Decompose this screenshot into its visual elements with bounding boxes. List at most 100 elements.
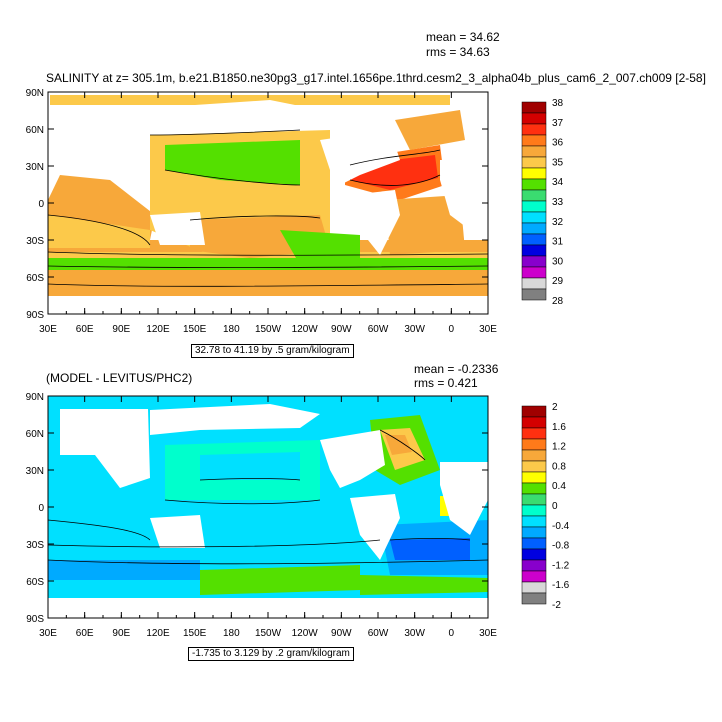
panel1-title: SALINITY at z= 305.1m, b.e21.B1850.ne30p… xyxy=(46,71,706,85)
y-tick-label: 0 xyxy=(38,503,44,514)
panel1-contours xyxy=(47,129,489,287)
x-tick-label: 60E xyxy=(76,628,94,639)
y-tick-label: 90N xyxy=(26,88,44,99)
x-tick-label: 30W xyxy=(404,628,425,639)
colorbar-swatch xyxy=(521,482,547,495)
land-asia-2 xyxy=(150,404,320,435)
y-tick-label: 30S xyxy=(26,236,44,247)
x-tick-label: 120W xyxy=(292,324,319,335)
colorbar-swatch xyxy=(521,548,547,561)
x-tick-label: 0 xyxy=(449,628,455,639)
panel2-field xyxy=(47,396,489,618)
colorbar-label: -1.2 xyxy=(552,560,570,571)
x-tick-label: 30E xyxy=(479,324,497,335)
north-pacific-fresh xyxy=(165,140,300,185)
colorbar-label: 28 xyxy=(552,296,564,307)
southern-ocean-diff xyxy=(200,565,360,595)
colorbar-swatch xyxy=(521,581,547,594)
colorbar-swatch xyxy=(521,526,547,539)
land-south-america xyxy=(350,190,400,255)
colorbar-swatch xyxy=(521,592,547,605)
x-tick-label: 60E xyxy=(76,324,94,335)
arctic-band xyxy=(50,95,450,105)
colorbar-label: 37 xyxy=(552,118,564,129)
colorbar-label: 32 xyxy=(552,217,564,228)
colorbar-swatch xyxy=(521,570,547,583)
colorbar-swatch xyxy=(521,427,547,440)
colorbar-swatch xyxy=(521,537,547,550)
y-tick-label: 60N xyxy=(26,429,44,440)
land-africa xyxy=(440,160,488,230)
colorbar-swatch xyxy=(521,405,547,418)
panel1-ticks xyxy=(47,91,489,315)
colorbar-label: 0.8 xyxy=(552,461,566,472)
colorbar-label: -2 xyxy=(552,600,561,611)
colorbar-label: 1.6 xyxy=(552,422,566,433)
x-tick-label: 90W xyxy=(331,628,352,639)
x-tick-label: 150E xyxy=(183,628,207,639)
colorbar-swatch xyxy=(521,504,547,517)
y-tick-label: 30N xyxy=(26,466,44,477)
x-tick-label: 60W xyxy=(368,324,389,335)
x-tick-label: 120E xyxy=(146,628,170,639)
land-africa-2 xyxy=(440,462,488,535)
colorbar-label: 0 xyxy=(552,501,558,512)
colorbar-label: 36 xyxy=(552,138,564,149)
panel2-colorbar: 2 1.6 1.2 0.8 0.4 0 -0.4 -0.8 -1.2 -1.6 -2 xyxy=(521,402,570,611)
land-eurasia-2 xyxy=(60,409,150,488)
panel2-mean: mean = -0.2336 xyxy=(414,362,499,376)
x-tick-label: 150E xyxy=(183,324,207,335)
x-tick-label: 120W xyxy=(292,628,319,639)
panel1-info-box: 32.78 to 41.19 by .5 gram/kilogram xyxy=(191,344,354,358)
panel2-ticks xyxy=(47,395,489,619)
land-asia xyxy=(150,100,320,130)
x-tick-label: 30E xyxy=(39,628,57,639)
land-north-america-2 xyxy=(320,430,385,488)
south-atlantic xyxy=(385,195,465,255)
colorbar-label: -0.8 xyxy=(552,541,570,552)
colorbar-label: 2 xyxy=(552,402,558,413)
colorbar-label: -0.4 xyxy=(552,521,570,532)
colorbar-label: 33 xyxy=(552,197,564,208)
land-south-america-2 xyxy=(350,494,400,560)
x-tick-label: 90E xyxy=(112,324,130,335)
y-tick-label: 60S xyxy=(26,273,44,284)
x-tick-label: 30E xyxy=(479,628,497,639)
colorbar-swatch xyxy=(521,449,547,462)
x-tick-label: 120E xyxy=(146,324,170,335)
x-tick-label: 180 xyxy=(223,628,240,639)
panel1-colorbar: 38 37 36 35 34 33 32 31 30 29 28 xyxy=(521,98,564,307)
panel2-title: (MODEL - LEVITUS/PHC2) xyxy=(46,371,193,385)
x-tick-label: 90W xyxy=(331,324,352,335)
panel2-info-box: -1.735 to 3.129 by .2 gram/kilogram xyxy=(188,647,354,661)
y-tick-label: 30S xyxy=(26,540,44,551)
colorbar-label: -1.6 xyxy=(552,580,570,591)
colorbar-swatch xyxy=(521,438,547,451)
y-tick-label: 0 xyxy=(38,199,44,210)
x-tick-label: 90E xyxy=(112,628,130,639)
x-tick-label: 60W xyxy=(368,628,389,639)
colorbar-swatch xyxy=(521,515,547,528)
x-tick-label: 30W xyxy=(404,324,425,335)
panel2-rms: rms = 0.421 xyxy=(414,376,478,390)
panel1-mean: mean = 34.62 xyxy=(426,30,500,44)
x-tick-label: 30E xyxy=(39,324,57,335)
colorbar-swatch xyxy=(521,559,547,572)
y-tick-label: 60S xyxy=(26,577,44,588)
colorbar-label: 34 xyxy=(552,177,564,188)
colorbar-swatch xyxy=(521,471,547,484)
land-australia-2 xyxy=(150,515,205,548)
y-tick-label: 60N xyxy=(26,125,44,136)
colorbar-label: 29 xyxy=(552,276,564,287)
colorbar-label: 38 xyxy=(552,98,564,109)
colorbar-label: 35 xyxy=(552,157,564,168)
colorbar-label: 0.4 xyxy=(552,481,566,492)
colorbar-swatch xyxy=(521,288,547,301)
panel1-field xyxy=(47,92,489,314)
x-tick-label: 0 xyxy=(449,324,455,335)
y-tick-label: 90S xyxy=(26,310,44,321)
y-tick-label: 30N xyxy=(26,162,44,173)
colorbar-swatch xyxy=(521,460,547,473)
panel1-rms: rms = 34.63 xyxy=(426,45,490,59)
colorbar-swatch xyxy=(521,493,547,506)
